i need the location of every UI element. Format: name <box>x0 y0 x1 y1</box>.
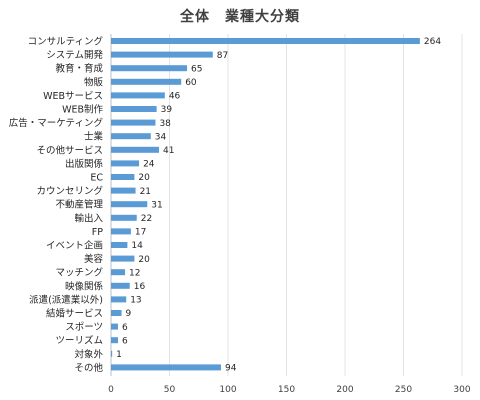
bar <box>111 255 135 262</box>
bar <box>111 310 122 316</box>
bar <box>111 146 159 153</box>
bar <box>111 51 213 58</box>
bar <box>111 201 148 208</box>
category-label: FP <box>92 227 103 238</box>
bar <box>111 92 165 99</box>
category-label: 派遣(派遣業以外) <box>29 294 103 306</box>
category-label: 不動産管理 <box>55 199 103 211</box>
x-tick-label: 50 <box>164 385 176 395</box>
category-label: カウンセリング <box>36 185 103 197</box>
bar <box>111 187 136 194</box>
data-label: 264 <box>424 37 441 47</box>
category-label: ツーリズム <box>55 335 103 347</box>
data-label: 21 <box>140 187 151 197</box>
bar <box>111 282 130 289</box>
category-label: 対象外 <box>74 348 103 360</box>
bar <box>111 269 126 276</box>
data-label: 46 <box>169 92 181 102</box>
x-tick-label: 150 <box>278 385 295 395</box>
data-label: 14 <box>131 241 143 251</box>
category-label: WEB制作 <box>62 104 103 116</box>
data-label: 17 <box>135 228 146 238</box>
data-label: 39 <box>161 105 173 115</box>
x-tick-label: 100 <box>219 385 236 395</box>
data-label: 6 <box>122 336 128 346</box>
data-label: 6 <box>122 323 128 333</box>
category-label: 教育・育成 <box>55 63 103 75</box>
data-label: 20 <box>138 255 150 265</box>
x-tick-label: 0 <box>108 385 114 395</box>
category-label: WEBサービス <box>43 91 103 102</box>
bar <box>111 214 137 221</box>
data-label: 20 <box>138 173 150 183</box>
x-tick-label: 200 <box>336 385 353 395</box>
category-label: コンサルティング <box>28 36 104 48</box>
data-label: 31 <box>151 200 162 210</box>
data-label: 24 <box>143 160 155 170</box>
data-label: 41 <box>163 146 174 156</box>
data-label: 87 <box>217 51 228 61</box>
x-tick-label: 300 <box>453 385 470 395</box>
category-label: 物販 <box>84 76 104 88</box>
data-label: 65 <box>191 64 202 74</box>
category-label: システム開発 <box>46 49 103 61</box>
category-label: その他 <box>74 362 103 374</box>
bar <box>111 160 140 167</box>
bar <box>111 364 221 371</box>
data-label: 16 <box>134 282 146 292</box>
chart-title: 全体 業種大分類 <box>180 9 300 25</box>
category-label: イベント企画 <box>46 240 103 252</box>
data-label: 60 <box>185 78 197 88</box>
data-label: 22 <box>141 214 152 224</box>
bar <box>111 133 151 140</box>
data-label: 13 <box>130 296 141 306</box>
category-label: 美容 <box>84 253 104 265</box>
category-label: 士業 <box>84 131 104 143</box>
data-label: 12 <box>129 268 140 278</box>
category-label: 輸出入 <box>74 212 103 224</box>
bar <box>111 174 135 180</box>
bar <box>111 242 128 248</box>
category-label: 映像関係 <box>65 280 104 292</box>
category-label: マッチング <box>55 267 103 279</box>
bar <box>111 350 113 357</box>
data-label: 94 <box>225 364 237 374</box>
bar <box>111 78 182 85</box>
category-label: 出版関係 <box>65 158 104 170</box>
bar <box>111 228 131 235</box>
bar <box>111 119 156 126</box>
category-label: EC <box>90 173 103 184</box>
data-label: 38 <box>159 119 171 129</box>
bar <box>111 65 188 72</box>
category-label: 広告・マーケティング <box>9 117 104 129</box>
data-label: 34 <box>155 132 167 142</box>
bar <box>111 296 127 303</box>
bar <box>111 106 157 112</box>
x-tick-label: 250 <box>395 385 412 395</box>
category-label: 結婚サービス <box>46 308 103 320</box>
category-label: その他サービス <box>36 144 103 156</box>
data-label: 9 <box>126 309 132 319</box>
bar <box>111 38 420 44</box>
data-label: 1 <box>116 350 122 360</box>
bar <box>111 337 119 344</box>
category-label: スポーツ <box>65 322 103 333</box>
bar <box>111 323 119 330</box>
